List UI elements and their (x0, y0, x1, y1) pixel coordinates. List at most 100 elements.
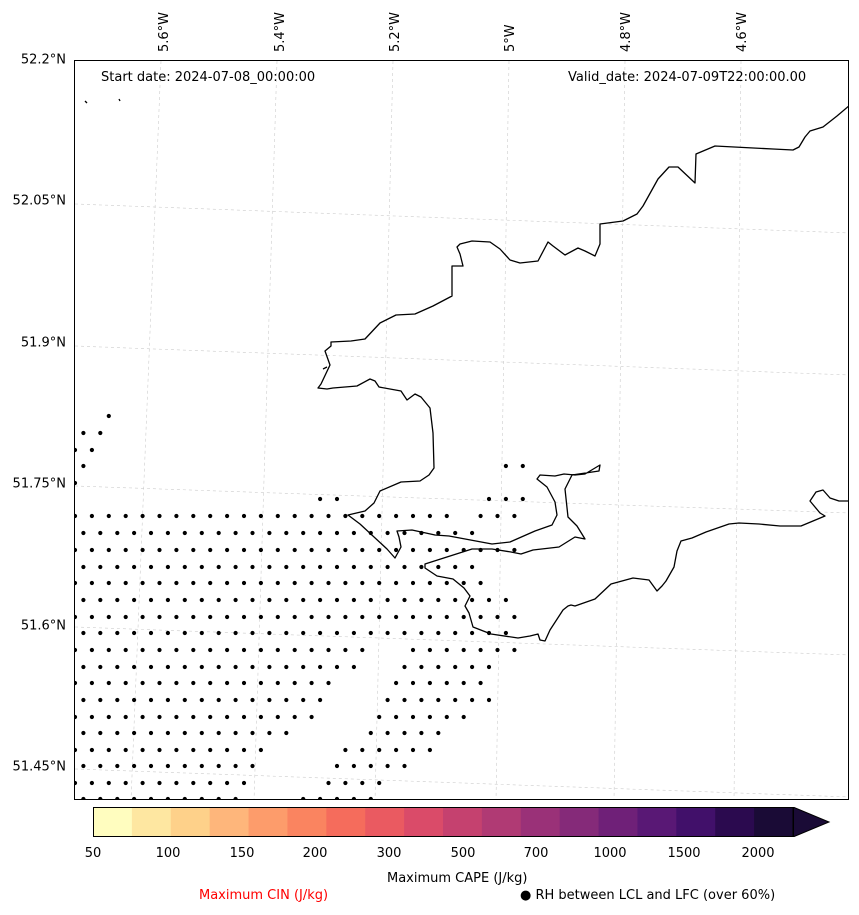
rh-dot (208, 747, 213, 753)
rh-dot (453, 530, 458, 536)
rh-dot (520, 496, 525, 502)
lon-label-4-8w: 4.8°W (619, 11, 634, 52)
rh-dot (191, 513, 196, 519)
rh-dot (410, 714, 416, 720)
rh-dot (360, 647, 365, 653)
rh-dot (360, 580, 365, 586)
rh-dot (326, 647, 331, 653)
rh-dot (199, 763, 204, 769)
rh-dot (394, 747, 399, 753)
rh-dot (241, 780, 247, 786)
rh-dot (140, 747, 145, 753)
map-panel (74, 60, 849, 800)
rh-dot (394, 680, 399, 686)
rh-dot (267, 597, 272, 603)
rh-dot (123, 614, 128, 620)
colorbar-tick-50: 50 (84, 846, 102, 861)
rh-dot (267, 730, 272, 736)
rh-dot (106, 714, 111, 720)
rh-dot (503, 463, 508, 469)
rh-dot (275, 614, 280, 620)
rh-dot (309, 680, 314, 686)
rh-dot (360, 747, 365, 753)
rh-dot (318, 664, 323, 670)
rh-dot (123, 747, 128, 753)
rh-dot (199, 564, 204, 570)
lon-label-5-6w: 5.6°W (157, 11, 172, 52)
cape-colorbar (93, 807, 831, 837)
rh-dot (309, 714, 314, 720)
rh-dot (106, 513, 111, 519)
rh-dot (140, 780, 145, 786)
rh-dot (191, 680, 196, 686)
rh-dot (453, 664, 458, 670)
rh-dot (419, 564, 424, 570)
rh-dot (225, 614, 230, 620)
rh-dot (115, 530, 120, 536)
rh-dot (81, 630, 86, 636)
rh-dot (444, 513, 449, 519)
rh-dot (377, 780, 382, 786)
rh-dot (419, 664, 424, 670)
rh-dot (89, 547, 94, 553)
rh-dot (410, 614, 416, 620)
rh-dot (343, 513, 348, 519)
rh-dot (182, 730, 187, 736)
rh-dot (216, 730, 221, 736)
rh-dot (182, 697, 187, 703)
rh-dot (410, 513, 416, 519)
rh-dot (132, 597, 137, 603)
rh-dot (427, 614, 432, 620)
rh-dot (470, 530, 475, 536)
rh-dot (470, 697, 475, 703)
rh-dot (267, 697, 272, 703)
rh-dot (81, 730, 86, 736)
colorbar-cell (326, 807, 366, 837)
rh-dot (233, 697, 238, 703)
rh-dot (157, 513, 162, 519)
rh-dot (225, 580, 230, 586)
colorbar-label: Maximum CAPE (J/kg) (387, 871, 528, 886)
rh-dot (377, 747, 382, 753)
rh-dot (436, 530, 441, 536)
rh-dot (216, 763, 221, 769)
rh-dot (368, 730, 373, 736)
rh-dot (157, 580, 162, 586)
rh-dot (191, 780, 196, 786)
rh-dot (351, 530, 356, 536)
rh-dot (75, 780, 78, 786)
rh-dot (140, 580, 145, 586)
rh-dot (165, 630, 170, 636)
rh-dot (368, 530, 373, 536)
rh-dot (148, 664, 154, 670)
rh-dot (81, 530, 86, 536)
rh-dot (343, 614, 348, 620)
rh-dot (419, 597, 424, 603)
rh-dot (98, 597, 103, 603)
rh-dot (284, 664, 289, 670)
rh-dot (410, 580, 416, 586)
rh-dot (478, 513, 483, 519)
colorbar-tick-300: 300 (376, 846, 402, 861)
colorbar-cell (365, 807, 405, 837)
rh-dot (275, 680, 280, 686)
rh-dot (140, 647, 145, 653)
rh-dot (258, 647, 263, 653)
rh-dot (165, 730, 170, 736)
rh-dot (512, 513, 517, 519)
rh-dot (394, 714, 399, 720)
rh-dot (436, 664, 441, 670)
rh-dot (191, 714, 196, 720)
rh-dot (334, 796, 340, 799)
rh-dot (250, 564, 255, 570)
rh-dot (81, 697, 86, 703)
rh-dot (165, 564, 170, 570)
rh-dot (148, 530, 154, 536)
rh-dot (427, 513, 432, 519)
rh-dot (351, 664, 356, 670)
map-canvas (75, 61, 848, 799)
rh-dot (123, 513, 128, 519)
rh-dot (115, 564, 120, 570)
rh-dot (123, 647, 128, 653)
rh-dot (343, 747, 348, 753)
